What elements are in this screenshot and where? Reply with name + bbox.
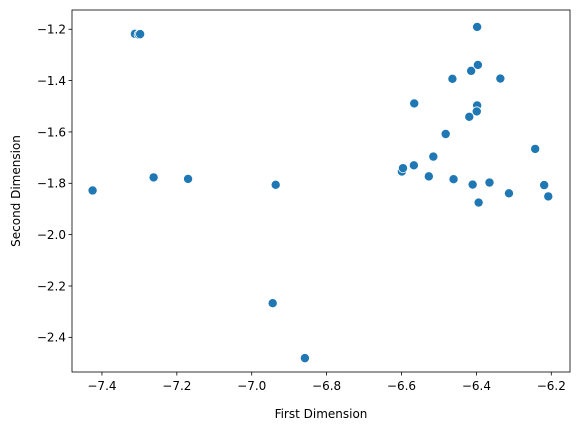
- y-tick-label: −2.2: [37, 279, 66, 293]
- scatter-point: [484, 177, 495, 188]
- scatter-point: [539, 180, 550, 191]
- x-tick-label: −7.4: [87, 379, 116, 393]
- scatter-point: [466, 65, 477, 76]
- scatter-point: [448, 174, 459, 185]
- scatter-point: [270, 179, 281, 190]
- scatter-point: [423, 171, 434, 182]
- x-tick-label: −6.8: [312, 379, 341, 393]
- scatter-point: [530, 143, 541, 154]
- scatter-point: [447, 73, 458, 84]
- scatter-point: [467, 179, 478, 190]
- scatter-point: [543, 191, 554, 202]
- scatter-point: [428, 151, 439, 162]
- axes-frame: [71, 9, 571, 373]
- x-tick-label: −6.6: [387, 379, 416, 393]
- y-axis-label: Second Dimension: [9, 135, 23, 247]
- y-tick-label: −1.4: [37, 74, 66, 88]
- scatter-point: [440, 129, 451, 140]
- x-axis: −7.4 −7.2 −7.0 −6.8 −6.6 −6.4 −6.2: [87, 372, 566, 393]
- scatter-point: [409, 98, 420, 109]
- scatter-point: [299, 353, 310, 364]
- scatter-point: [183, 173, 194, 184]
- y-axis: −1.2 −1.4 −1.6 −1.8 −2.0 −2.2 −2.4: [37, 23, 72, 345]
- scatter-point: [464, 111, 475, 122]
- scatter-point: [471, 106, 482, 117]
- scatter-point: [495, 73, 506, 84]
- x-tick-label: −6.4: [462, 379, 491, 393]
- scatter-point: [473, 197, 484, 208]
- scatter-point: [87, 185, 98, 196]
- scatter-point: [148, 172, 159, 183]
- x-tick-label: −7.2: [162, 379, 191, 393]
- scatter-point: [503, 188, 514, 199]
- scatter-point: [135, 29, 146, 40]
- scatter-point: [472, 59, 483, 70]
- y-tick-label: −2.4: [37, 331, 66, 345]
- scatter-point: [408, 160, 419, 171]
- data-points: [87, 21, 554, 364]
- x-tick-label: −7.0: [237, 379, 266, 393]
- scatter-point: [398, 163, 409, 174]
- y-tick-label: −2.0: [37, 228, 66, 242]
- y-tick-label: −1.8: [37, 177, 66, 191]
- y-tick-label: −1.6: [37, 125, 66, 139]
- scatter-point: [472, 21, 483, 32]
- y-tick-label: −1.2: [37, 23, 66, 37]
- x-axis-label: First Dimension: [275, 407, 368, 421]
- scatter-point: [267, 298, 278, 309]
- x-tick-label: −6.2: [537, 379, 566, 393]
